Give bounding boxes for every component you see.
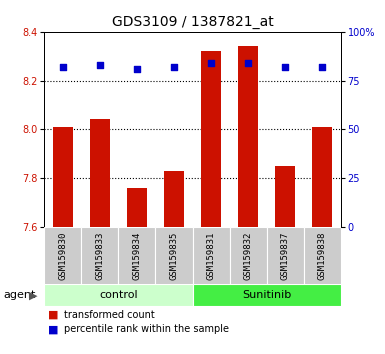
Text: ▶: ▶ bbox=[29, 290, 37, 300]
Text: Sunitinib: Sunitinib bbox=[242, 290, 291, 300]
Bar bbox=[44, 284, 192, 306]
Bar bbox=[275, 166, 295, 227]
Bar bbox=[53, 127, 73, 227]
Bar bbox=[229, 227, 266, 285]
Point bbox=[208, 60, 214, 66]
Point bbox=[245, 60, 251, 66]
Text: GSM159834: GSM159834 bbox=[132, 232, 141, 280]
Point bbox=[319, 64, 325, 70]
Text: GSM159832: GSM159832 bbox=[244, 232, 253, 280]
Bar bbox=[192, 227, 229, 285]
Text: GSM159837: GSM159837 bbox=[281, 232, 290, 280]
Point bbox=[282, 64, 288, 70]
Bar bbox=[201, 51, 221, 227]
Text: GSM159830: GSM159830 bbox=[58, 232, 67, 280]
Text: agent: agent bbox=[4, 290, 36, 300]
Text: transformed count: transformed count bbox=[64, 310, 154, 320]
Bar bbox=[127, 188, 147, 227]
Text: percentile rank within the sample: percentile rank within the sample bbox=[64, 324, 229, 334]
Bar bbox=[119, 227, 156, 285]
Bar bbox=[304, 227, 341, 285]
Bar bbox=[44, 227, 81, 285]
Bar bbox=[164, 171, 184, 227]
Text: ■: ■ bbox=[48, 310, 59, 320]
Text: GSM159835: GSM159835 bbox=[169, 232, 179, 280]
Point bbox=[60, 64, 66, 70]
Bar bbox=[90, 120, 110, 227]
Bar bbox=[156, 227, 192, 285]
Bar bbox=[238, 46, 258, 227]
Point bbox=[134, 66, 140, 72]
Text: GSM159831: GSM159831 bbox=[206, 232, 216, 280]
Point bbox=[97, 62, 103, 68]
Text: GSM159833: GSM159833 bbox=[95, 232, 104, 280]
Text: control: control bbox=[99, 290, 138, 300]
Bar bbox=[192, 284, 341, 306]
Text: ■: ■ bbox=[48, 324, 59, 334]
Bar bbox=[312, 127, 332, 227]
Bar bbox=[267, 227, 304, 285]
Text: GSM159838: GSM159838 bbox=[318, 232, 327, 280]
Point bbox=[171, 64, 177, 70]
Title: GDS3109 / 1387821_at: GDS3109 / 1387821_at bbox=[112, 16, 273, 29]
Bar bbox=[81, 227, 119, 285]
